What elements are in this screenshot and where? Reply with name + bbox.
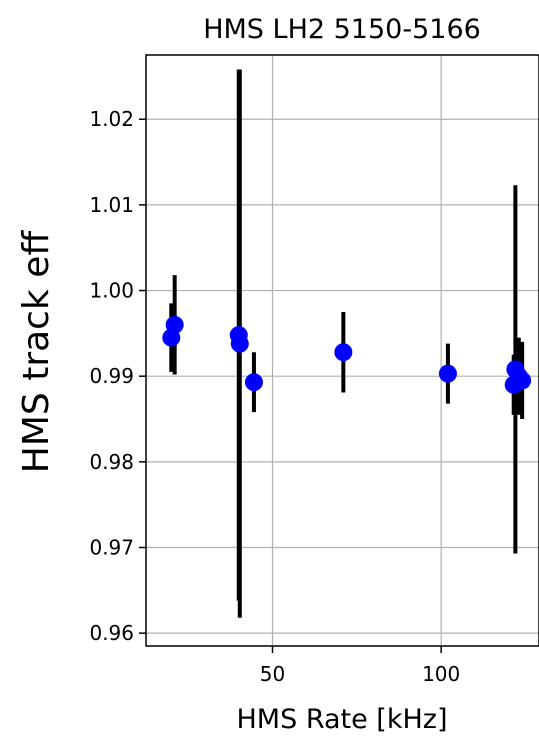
data-point bbox=[230, 334, 249, 353]
y-tick-label: 0.96 bbox=[89, 621, 134, 645]
plot-frame bbox=[145, 54, 539, 647]
y-axis-label: HMS track eff bbox=[16, 230, 57, 474]
y-tick-label: 1.02 bbox=[89, 107, 134, 131]
data-point bbox=[513, 371, 532, 390]
data-point bbox=[244, 373, 263, 392]
y-tick-label: 1.00 bbox=[89, 279, 134, 303]
y-tick-label: 1.01 bbox=[89, 193, 134, 217]
chart-title: HMS LH2 5150-5166 bbox=[203, 14, 481, 45]
data-points bbox=[162, 315, 532, 394]
data-point bbox=[334, 343, 353, 362]
data-point bbox=[165, 315, 184, 334]
axis-ticks: 0.96 0.97 0.98 0.99 1.00 1.01 1.02 50 100 bbox=[89, 107, 460, 686]
data-point bbox=[438, 364, 457, 383]
y-tick-label: 0.98 bbox=[89, 450, 134, 474]
grid-lines bbox=[146, 55, 539, 646]
y-tick-label: 0.99 bbox=[89, 364, 134, 388]
x-tick-label: 50 bbox=[260, 662, 285, 686]
y-tick-label: 0.97 bbox=[89, 536, 134, 560]
x-axis-label: HMS Rate [kHz] bbox=[237, 704, 448, 735]
x-tick-label: 100 bbox=[422, 662, 460, 686]
